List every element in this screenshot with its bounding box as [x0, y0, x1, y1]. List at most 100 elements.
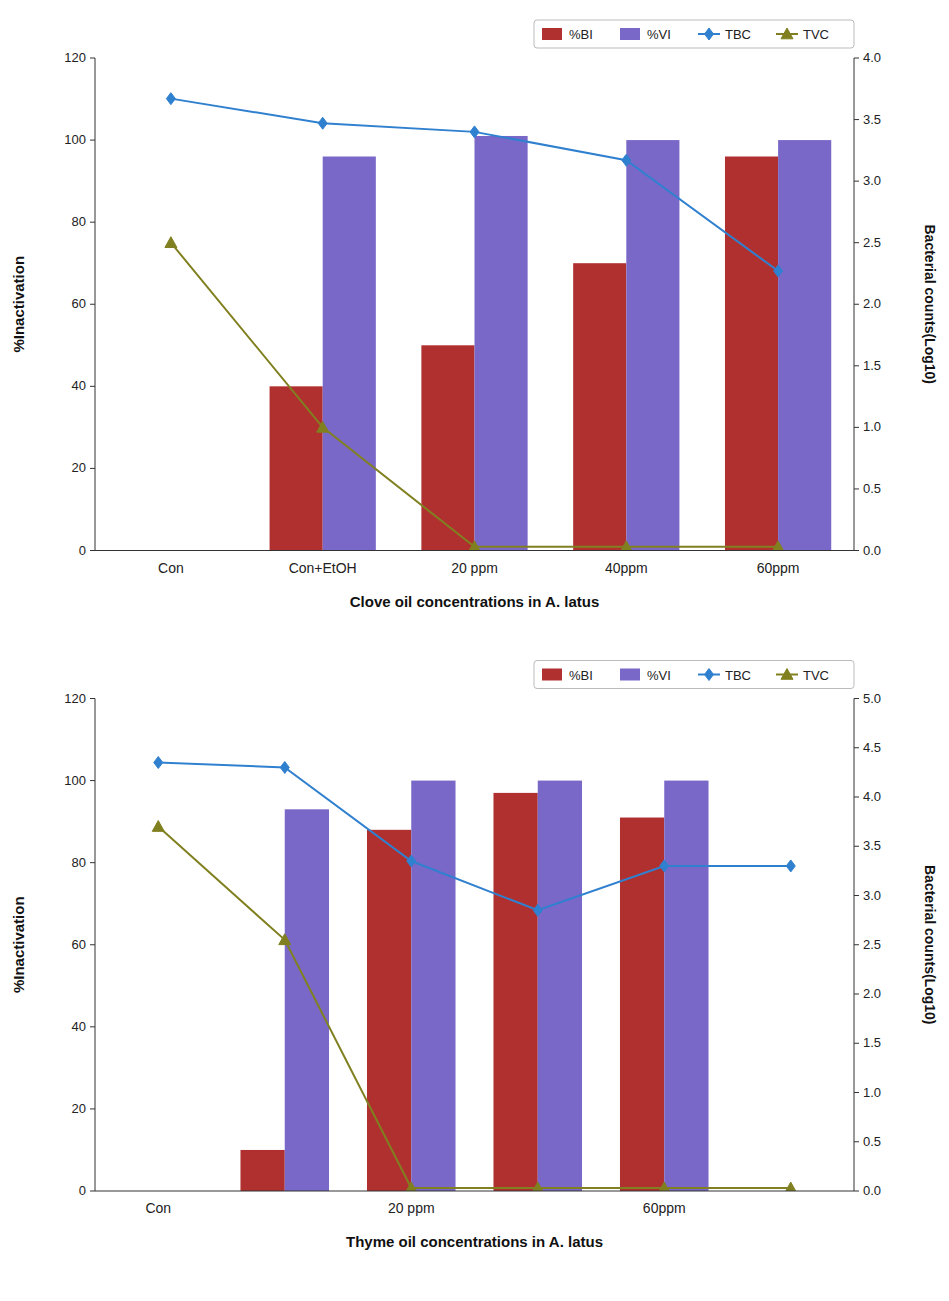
y2-tick: [854, 1191, 859, 1192]
y2-tick: [854, 58, 859, 59]
bar: [411, 781, 455, 1191]
marker: [785, 1182, 797, 1191]
y-tick: [90, 222, 95, 223]
bar: [270, 386, 323, 550]
legend-swatch: [620, 669, 640, 681]
y2-tick: [854, 994, 859, 995]
marker: [469, 541, 481, 551]
legend: %BI%VITBCTVC: [534, 20, 854, 48]
line: [158, 763, 791, 911]
marker: [781, 669, 793, 680]
y2-tick: [854, 181, 859, 182]
y2-tick-label: 1.5: [863, 358, 881, 373]
y-tick: [90, 304, 95, 305]
marker: [405, 1182, 417, 1191]
y-tick-label: 40: [72, 1019, 86, 1034]
bar: [285, 809, 329, 1191]
y2-tick: [854, 488, 859, 489]
bar: [367, 830, 411, 1191]
y2-tick-label: 0.5: [863, 1134, 881, 1149]
legend-swatch: [542, 669, 562, 681]
y-tick-label: 60: [72, 296, 86, 311]
plot-area: [165, 93, 831, 551]
bar: [421, 345, 474, 550]
y-tick: [90, 468, 95, 469]
y-axis-title: %Inactivation: [10, 256, 27, 353]
y2-tick-label: 2.5: [863, 937, 881, 952]
y2-tick-label: 3.0: [863, 888, 881, 903]
line: [171, 243, 778, 547]
bar: [626, 140, 679, 550]
y-tick-label: 100: [64, 773, 86, 788]
x-tick-label: 60ppm: [643, 1200, 686, 1216]
legend-box: [534, 20, 854, 48]
y2-tick: [854, 895, 859, 896]
y2-tick-label: 4.0: [863, 50, 881, 65]
legend-swatch: [542, 28, 562, 40]
legend-label: TVC: [803, 668, 829, 683]
legend-item: %VI: [620, 27, 671, 42]
legend-label: TVC: [803, 27, 829, 42]
y-tick: [90, 1191, 95, 1192]
marker: [165, 237, 177, 248]
bar: [475, 136, 528, 551]
bar: [778, 140, 831, 550]
y-tick-label: 0: [79, 543, 86, 558]
legend-swatch: [620, 28, 640, 40]
y2-tick: [854, 427, 859, 428]
y-tick: [90, 862, 95, 863]
legend-box: [534, 661, 854, 689]
y-tick-label: 60: [72, 937, 86, 952]
y-tick-label: 80: [72, 855, 86, 870]
x-axis-line: [95, 1191, 854, 1192]
y2-tick: [854, 698, 859, 699]
y-tick-label: 120: [64, 50, 86, 65]
line: [158, 827, 791, 1188]
y2-tick-label: 0.0: [863, 1183, 881, 1198]
y2-tick-label: 2.0: [863, 986, 881, 1001]
y-tick-label: 40: [72, 378, 86, 393]
marker: [622, 154, 631, 166]
y2-axis-title: Bacterial counts(Log10): [922, 225, 938, 384]
y-axis-title: %Inactivation: [10, 896, 27, 993]
x-tick-label: 20 ppm: [388, 1200, 435, 1216]
y2-tick: [854, 747, 859, 748]
y-tick: [90, 550, 95, 551]
y2-tick-label: 0.0: [863, 543, 881, 558]
bar: [323, 157, 376, 551]
y2-tick-label: 1.0: [863, 1085, 881, 1100]
legend-item: TVC: [776, 27, 829, 42]
y2-tick: [854, 550, 859, 551]
y-tick: [90, 780, 95, 781]
legend-item: TBC: [698, 668, 751, 683]
y2-tick: [854, 797, 859, 798]
legend-label: %BI: [569, 668, 593, 683]
y2-tick: [854, 1043, 859, 1044]
y-tick-label: 20: [72, 1101, 86, 1116]
bar: [240, 1150, 284, 1191]
x-tick-label: 60ppm: [757, 560, 800, 576]
marker: [318, 117, 327, 129]
plot-area: [152, 757, 797, 1191]
legend-label: %VI: [647, 668, 671, 683]
marker: [280, 761, 289, 773]
bar: [538, 781, 582, 1191]
legend-label: %VI: [647, 27, 671, 42]
legend-item: %BI: [542, 27, 593, 42]
x-axis-title: Thyme oil concentrations in A. latus: [346, 1233, 603, 1250]
x-axis-title: Clove oil concentrations in A. latus: [350, 593, 600, 610]
legend: %BI %VI TBC TVC: [534, 661, 854, 689]
marker: [705, 28, 714, 40]
y-tick-label: 80: [72, 214, 86, 229]
marker: [154, 757, 163, 769]
marker: [772, 541, 784, 551]
y-tick: [90, 140, 95, 141]
panel: 0204060801001200.00.51.01.52.02.53.03.54…: [10, 661, 938, 1251]
marker: [658, 1182, 670, 1191]
bar: [664, 781, 708, 1191]
y-tick: [90, 944, 95, 945]
marker: [774, 265, 783, 277]
legend-item: TVC: [776, 668, 829, 683]
marker: [166, 93, 175, 105]
y-tick: [90, 386, 95, 387]
